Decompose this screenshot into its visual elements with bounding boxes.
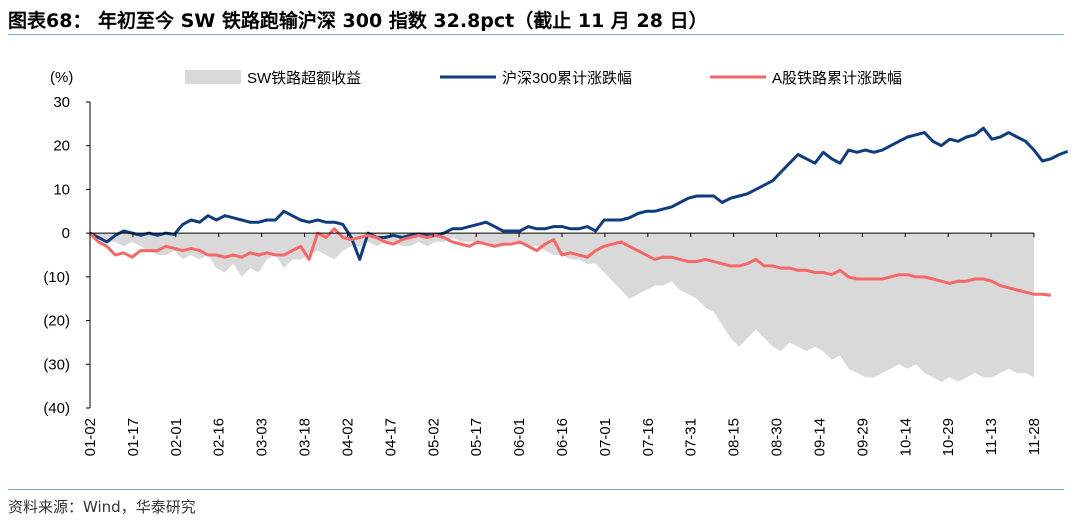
x-tick-label: 04-02 [339,418,356,456]
x-tick-label: 09-29 [854,418,871,456]
y-axis: 30 20 10 0 (10) (20) (30) (40) [43,94,91,417]
y-tick-label: 10 [53,181,70,198]
x-tick-label: 06-16 [554,418,571,456]
x-tick-label: 08-15 [726,418,743,456]
legend-label: SW铁路超额收益 [247,70,361,87]
x-tick-label: 01-02 [82,418,99,456]
x-tick-label: 02-16 [211,418,228,456]
x-tick-label: 11-13 [983,418,1000,455]
x-tick-label: 09-14 [811,418,828,456]
x-tick-label: 04-17 [382,418,399,456]
y-tick-label: (40) [43,400,70,417]
legend: SW铁路超额收益 沪深300累计涨跌幅 A股铁路累计涨跌幅 [185,70,902,87]
y-tick-label: (30) [43,356,70,373]
y-tick-label: 20 [53,138,70,155]
title-divider [8,34,1064,35]
x-tick-label: 03-03 [254,418,271,456]
x-tick-label: 05-02 [425,418,442,456]
y-axis-unit-label: (%) [50,69,73,86]
x-tick-label: 01-17 [125,418,142,456]
source-note: 资料来源：Wind，华泰研究 [8,498,196,516]
x-tick-label: 05-17 [468,418,485,456]
chart-title: 图表68： 年初至今 SW 铁路跑输沪深 300 指数 32.8pct（截止 1… [8,10,708,32]
x-tick-label: 07-16 [640,418,657,456]
source-divider [8,489,1064,490]
y-tick-label: 30 [53,94,70,111]
x-tick-label: 11-28 [1026,418,1043,455]
x-axis: 01-02 01-17 02-01 02-16 03-03 03-18 04-02 04-17… [82,232,1043,456]
series-line-a-share-railway [88,227,1052,297]
x-tick-label: 03-18 [297,418,314,456]
series-line-hs300 [89,126,1069,261]
y-tick-label: 0 [62,225,70,242]
legend-label: A股铁路累计涨跌幅 [772,70,902,87]
x-tick-label: 06-01 [511,418,528,456]
y-tick-label: (20) [43,313,70,330]
x-tick-label: 02-01 [168,418,185,456]
x-tick-label: 08-30 [769,418,786,456]
legend-swatch-excess-return [185,70,241,84]
x-tick-label: 07-31 [683,418,700,456]
y-tick-label: (10) [43,269,70,286]
plot-area [88,126,1069,382]
legend-label: 沪深300累计涨跌幅 [502,70,632,87]
x-tick-label: 10-14 [897,418,914,456]
x-tick-label: 10-29 [940,418,957,456]
x-tick-label: 07-01 [597,418,614,456]
